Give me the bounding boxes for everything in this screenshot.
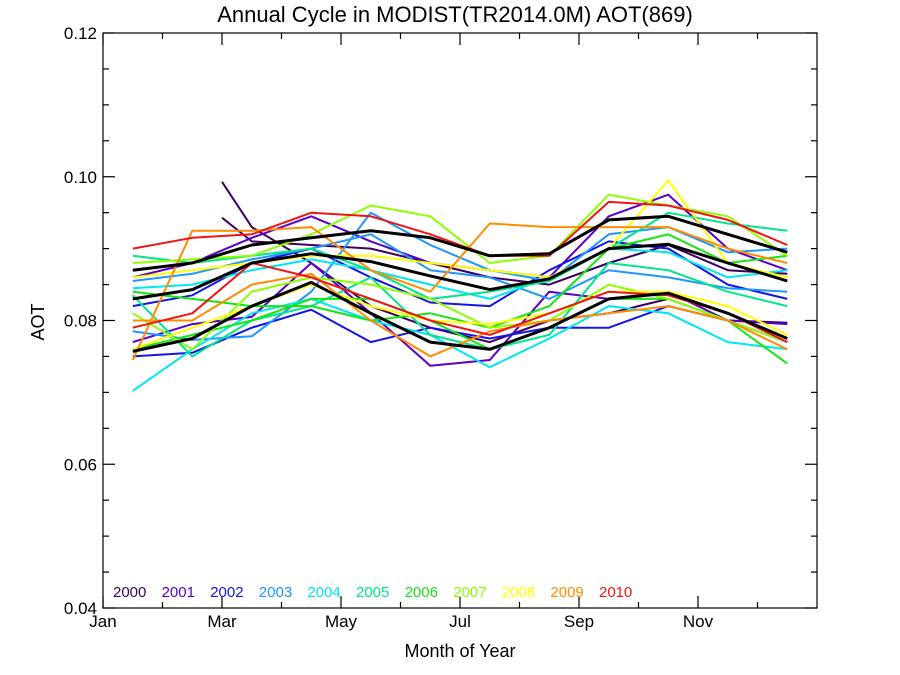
x-tick-labels: Jan Mar May Jul Sep Nov: [89, 612, 713, 631]
x-tick-label: Jul: [449, 612, 471, 631]
legend-item-2008: 2008: [502, 584, 535, 601]
legend-item-2001: 2001: [162, 584, 195, 601]
legend-item-2006: 2006: [405, 584, 438, 601]
legend-item-2010: 2010: [599, 584, 632, 601]
series-line-mean: [132, 242, 788, 301]
x-tick-label: Sep: [564, 612, 594, 631]
legend-item-2004: 2004: [307, 584, 340, 601]
plot-area: 2000 2001 2002 2003 2004 2005 2006 2007 2008 2009…: [102, 32, 818, 609]
x-axis-label: Month of Year: [404, 641, 515, 661]
series-line-2004: [132, 297, 788, 392]
y-tick-label: 0.12: [64, 24, 97, 43]
series-line-2007: [132, 276, 788, 351]
series-line-2003: [132, 233, 788, 300]
series-line-mean: [132, 214, 788, 272]
series-line-2006: [132, 297, 788, 365]
legend-item-2005: 2005: [356, 584, 389, 601]
x-tick-label: May: [325, 612, 358, 631]
legend-item-2009: 2009: [550, 584, 583, 601]
series-line-2008: [132, 179, 788, 279]
series-line-2008: [132, 283, 788, 351]
y-tick-label: 0.06: [64, 455, 97, 474]
series-line-mean: [132, 280, 788, 353]
y-tick-labels: 0.04 0.06 0.08 0.10 0.12: [64, 24, 97, 618]
series-line-2009: [132, 272, 788, 358]
x-tick-label: Mar: [207, 612, 237, 631]
series-layer: [131, 179, 788, 392]
series-line-2005: [132, 262, 788, 358]
y-tick-label: 0.08: [64, 312, 97, 331]
series-line-2010: [132, 262, 788, 344]
y-axis-label: AOT: [28, 303, 48, 340]
series-line-2006: [132, 233, 788, 329]
legend-item-2007: 2007: [453, 584, 486, 601]
legend-item-2002: 2002: [210, 584, 243, 601]
legend: 2000 2001 2002 2003 2004 2005 2006 2007 2008 2009…: [113, 584, 632, 601]
series-line-2010: [132, 200, 788, 257]
legend-item-2000: 2000: [113, 584, 146, 601]
x-tick-label: Jan: [89, 612, 116, 631]
chart-title: Annual Cycle in MODIST(TR2014.0M) AOT(86…: [217, 2, 693, 27]
series-line-2009: [131, 222, 788, 361]
y-tick-label: 0.04: [64, 599, 97, 618]
ticks-layer: [102, 32, 817, 609]
y-tick-label: 0.10: [64, 168, 97, 187]
x-tick-label: Nov: [683, 612, 714, 631]
legend-item-2003: 2003: [259, 584, 292, 601]
